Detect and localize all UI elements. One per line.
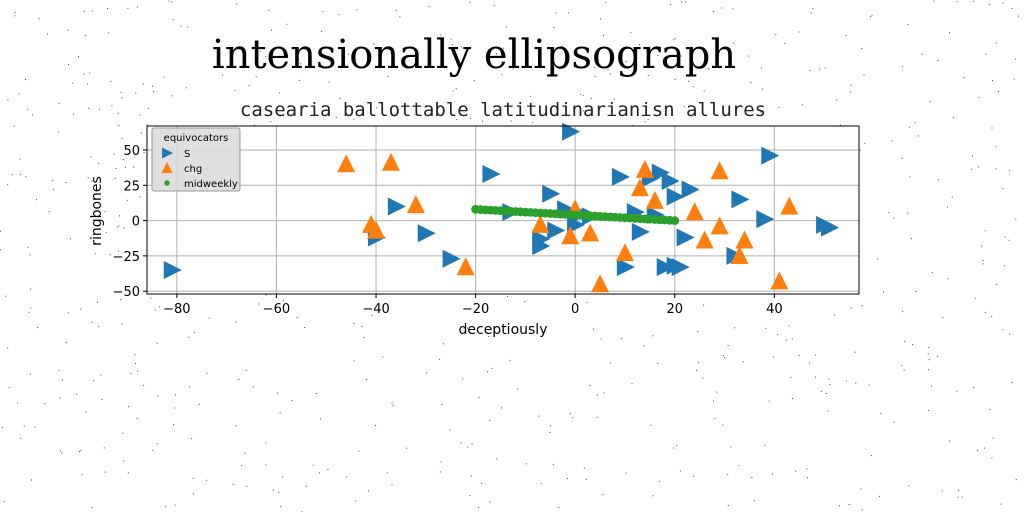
- data-point: [442, 249, 461, 268]
- data-point: [695, 230, 714, 249]
- y-tick-label: −25: [113, 250, 140, 265]
- data-point: [666, 187, 685, 206]
- data-point: [770, 271, 789, 290]
- data-point: [456, 257, 475, 276]
- data-point: [482, 165, 501, 183]
- x-tick-label: 20: [667, 302, 684, 317]
- data-point: [735, 230, 754, 249]
- legend-marker: [162, 147, 174, 159]
- x-tick-label: −20: [462, 302, 489, 317]
- legend-marker: [161, 161, 173, 173]
- x-tick-label: −40: [362, 302, 389, 317]
- x-axis-label: deceptiously: [459, 322, 548, 338]
- plot-area: [163, 122, 840, 293]
- axes-frame: [146, 125, 860, 295]
- data-point: [685, 202, 704, 221]
- data-point: [635, 159, 654, 178]
- y-axis: −50 −25 0 25 50: [113, 144, 147, 300]
- x-tick-label: −60: [263, 302, 290, 317]
- legend-marker: [164, 180, 170, 186]
- data-point: [710, 161, 729, 180]
- data-point: [671, 258, 690, 277]
- y-tick-label: 0: [132, 215, 140, 230]
- data-point: [531, 214, 550, 233]
- data-point: [710, 216, 729, 235]
- data-point: [631, 222, 650, 241]
- data-point: [730, 245, 749, 264]
- data-point: [615, 243, 634, 262]
- data-point: [591, 274, 610, 293]
- x-tick-label: 0: [571, 302, 579, 317]
- data-point: [756, 210, 775, 229]
- data-point: [630, 178, 649, 197]
- data-point: [670, 216, 680, 225]
- x-axis: −80 −60 −40 −20 0 20 40: [163, 294, 783, 317]
- data-point: [780, 196, 799, 215]
- data-point: [561, 226, 580, 245]
- chart-title: casearia ballottable latitudinarianisn a…: [240, 99, 766, 121]
- data-point: [367, 220, 386, 239]
- y-tick-label: 25: [123, 179, 140, 194]
- data-point: [542, 184, 561, 203]
- legend-label: S: [184, 149, 190, 160]
- data-point: [616, 258, 635, 277]
- data-point: [163, 261, 182, 279]
- series-midweekly: [471, 204, 680, 225]
- data-point: [547, 221, 566, 240]
- legend-label: chg: [184, 164, 202, 175]
- data-point: [611, 167, 630, 186]
- y-axis-label: ringbones: [89, 176, 105, 246]
- data-point: [761, 146, 780, 165]
- y-tick-label: −50: [113, 285, 140, 300]
- data-point: [417, 224, 436, 243]
- x-tick-label: 40: [766, 302, 783, 317]
- legend-title: equivocators: [164, 133, 229, 144]
- data-point: [381, 152, 400, 171]
- data-point: [645, 190, 664, 209]
- data-point: [661, 172, 680, 191]
- data-point: [656, 258, 675, 277]
- data-point: [532, 237, 551, 255]
- data-point: [562, 122, 581, 141]
- data-point: [406, 195, 425, 214]
- data-point: [676, 228, 695, 247]
- x-tick-label: −80: [163, 302, 190, 317]
- data-point: [821, 218, 840, 237]
- data-point: [387, 197, 406, 216]
- data-point: [731, 190, 750, 209]
- data-point: [337, 154, 356, 173]
- data-point: [581, 223, 600, 242]
- legend-box: [151, 127, 241, 192]
- data-point: [681, 180, 700, 199]
- chart-suptitle: intensionally ellipsograph: [212, 32, 736, 78]
- y-tick-label: 50: [123, 144, 140, 159]
- legend-label: midweekly: [184, 179, 238, 190]
